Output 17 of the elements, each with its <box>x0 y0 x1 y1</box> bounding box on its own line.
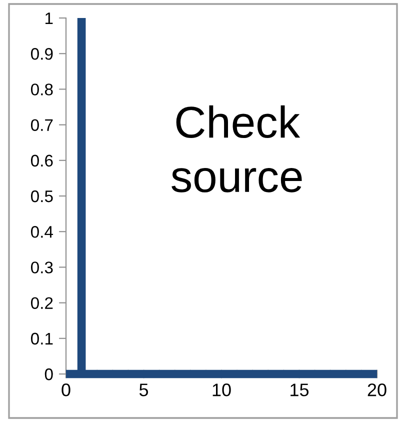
x-tick-label: 10 <box>212 384 231 396</box>
y-tick-label: 0.4 <box>30 226 54 238</box>
y-tick-label: 0.5 <box>30 190 53 202</box>
x-tick-label: 20 <box>368 384 386 396</box>
x-tick-label: 0 <box>62 384 70 396</box>
y-tick-label: 0 <box>44 368 53 380</box>
annotation: Check source <box>172 105 302 192</box>
y-tick-label: 0.3 <box>30 262 53 274</box>
y-tick-label: 0.9 <box>30 48 53 60</box>
y-tick-label: 0.2 <box>30 297 53 310</box>
y-tick-label: 0.7 <box>30 119 53 132</box>
y-tick-label: 1 <box>46 12 53 24</box>
y-tick-label: 0.8 <box>30 84 53 96</box>
x-tick-label: 5 <box>139 384 148 396</box>
x-tick-label: 15 <box>290 384 309 396</box>
y-tick-label: 0.6 <box>30 154 53 167</box>
y-tick-label: 0.1 <box>30 332 53 345</box>
